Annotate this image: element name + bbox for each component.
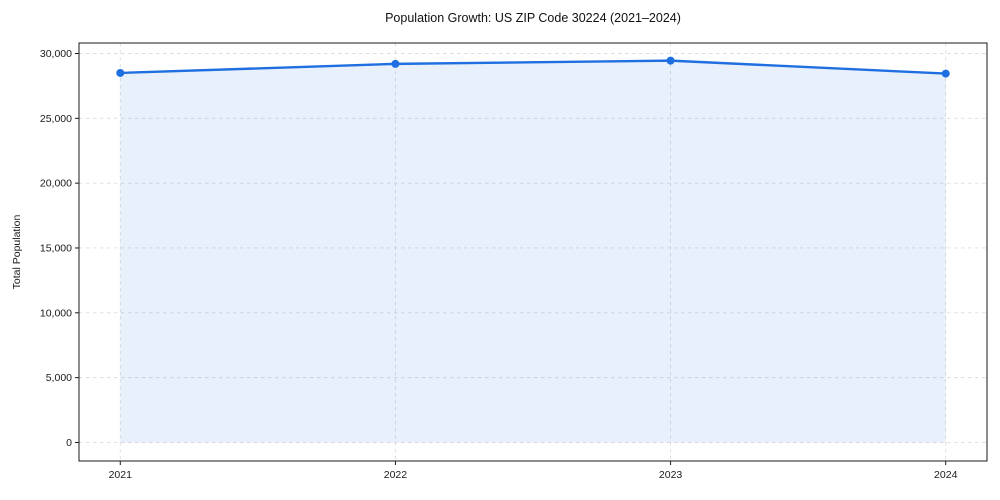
y-tick-label: 5,000 <box>46 372 72 384</box>
data-point <box>941 69 950 78</box>
data-line <box>119 59 947 75</box>
data-point <box>391 59 400 68</box>
x-tick-label: 2024 <box>934 469 958 481</box>
y-tick-label: 0 <box>66 437 72 449</box>
plot-border <box>78 42 988 462</box>
y-tick-label: 10,000 <box>40 307 72 319</box>
y-tick-label: 25,000 <box>40 113 72 125</box>
x-tick-label: 2021 <box>109 469 133 481</box>
chart-title: Population Growth: US ZIP Code 30224 (20… <box>385 11 681 25</box>
data-point <box>116 68 125 77</box>
y-tick-label: 30,000 <box>40 48 72 60</box>
data-point <box>666 56 675 65</box>
y-tick-label: 20,000 <box>40 178 72 190</box>
x-tick-label: 2023 <box>659 469 683 481</box>
y-tick-label: 15,000 <box>40 242 72 254</box>
area-fill <box>120 60 946 443</box>
x-tick-label: 2022 <box>384 469 408 481</box>
